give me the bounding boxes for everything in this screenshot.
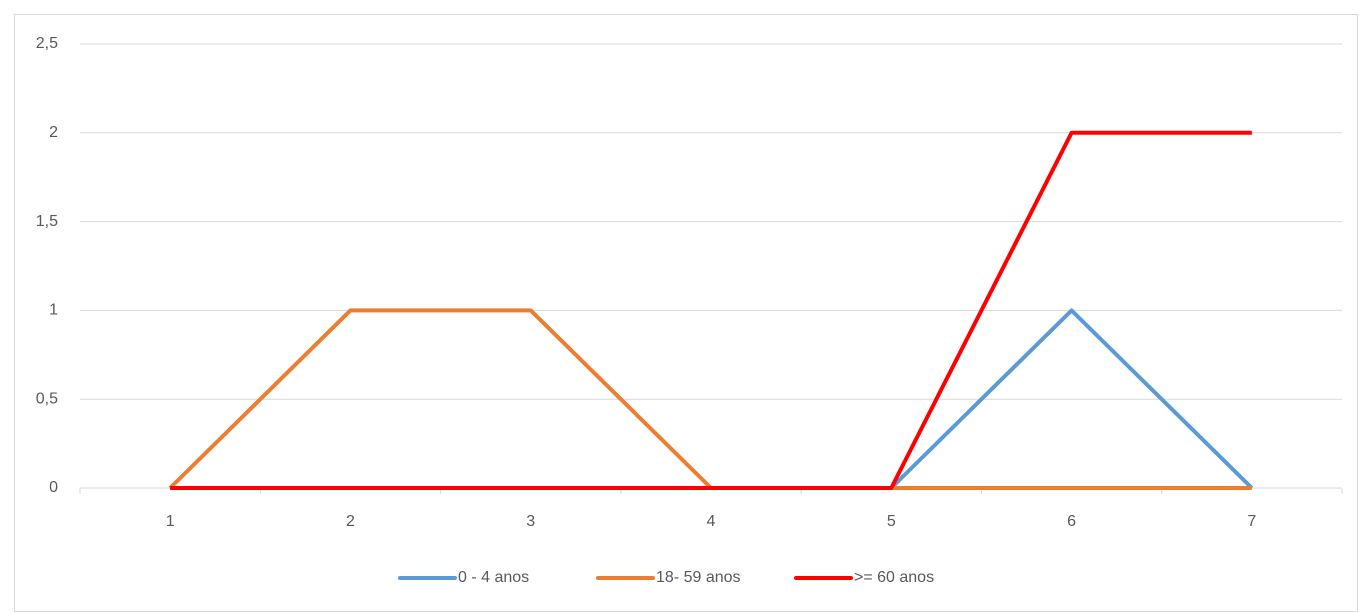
y-tick-label: 2: [49, 124, 58, 141]
y-tick-label: 2,5: [36, 35, 58, 52]
y-tick-label: 1,5: [36, 213, 58, 230]
x-tick-label: 2: [346, 513, 355, 530]
legend-label: 0 - 4 anos: [458, 569, 529, 586]
legend-label: 18- 59 anos: [656, 569, 741, 586]
x-tick-label: 5: [887, 513, 896, 530]
x-tick-label: 1: [166, 513, 175, 530]
y-tick-label: 0,5: [36, 390, 58, 407]
y-tick-label: 1: [49, 302, 58, 319]
legend-label: >= 60 anos: [854, 569, 934, 586]
chart-border: [14, 14, 1358, 612]
series-line: [170, 130, 1252, 490]
x-tick-label: 4: [707, 513, 716, 530]
y-tick-label: 0: [49, 479, 58, 496]
x-tick-label: 3: [526, 513, 535, 530]
x-tick-label: 6: [1067, 513, 1076, 530]
x-tick-label: 7: [1247, 513, 1256, 530]
